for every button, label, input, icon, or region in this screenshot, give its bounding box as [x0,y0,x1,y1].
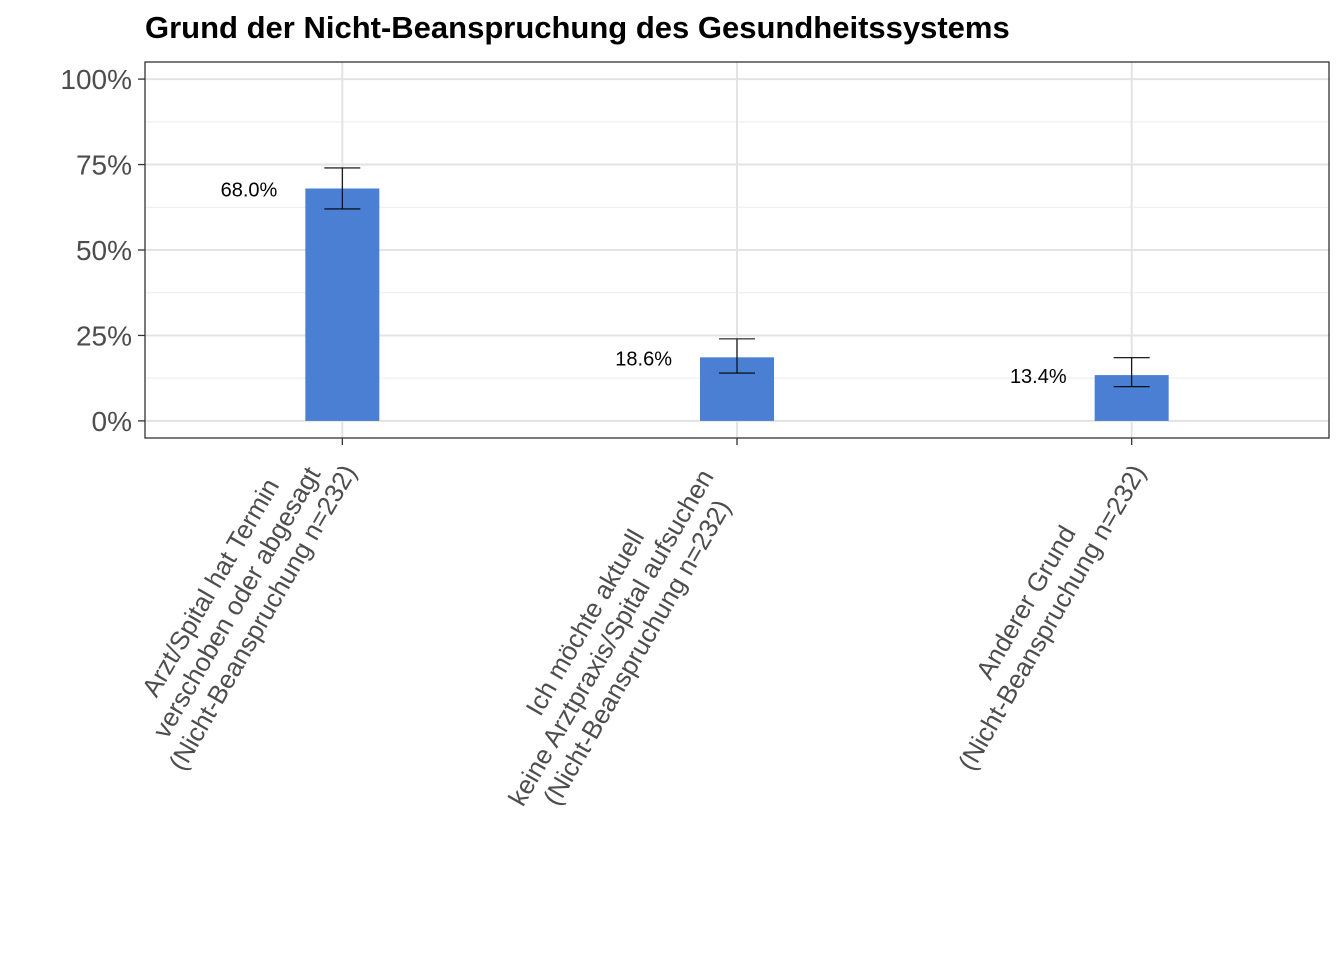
error-bar [1113,357,1150,388]
y-tick-label: 100% [60,64,132,95]
error-bar [719,338,755,374]
x-axis: Arzt/Spital hat Terminverschoben oder ab… [110,429,1152,826]
bar [305,188,380,421]
y-axis: 0% 25% 50% 75% 100% [60,64,145,437]
data-label: 13.4% [1010,366,1067,388]
x-tick-label: Arzt/Spital hat Terminverschoben oder ab… [110,429,362,775]
y-tick-label: 25% [76,320,132,351]
x-tick-label: Anderer Grund(Nicht-Beanspruchung n=232) [926,444,1152,775]
chart-title: Grund der Nicht-Beanspruchung des Gesund… [145,10,1010,45]
y-tick-label: 0% [92,406,132,437]
data-label: 18.6% [615,348,672,370]
bars [305,188,1169,421]
x-tick-label: Ich möchte aktuellkeine Arztpraxis/Spita… [476,449,745,826]
data-labels: 68.0% 18.6% 13.4% [221,179,1067,388]
data-label: 68.0% [221,179,278,201]
y-tick-label: 50% [76,235,132,266]
error-bar [324,167,361,210]
error-bars [324,167,1150,388]
y-tick-label: 75% [76,150,132,181]
